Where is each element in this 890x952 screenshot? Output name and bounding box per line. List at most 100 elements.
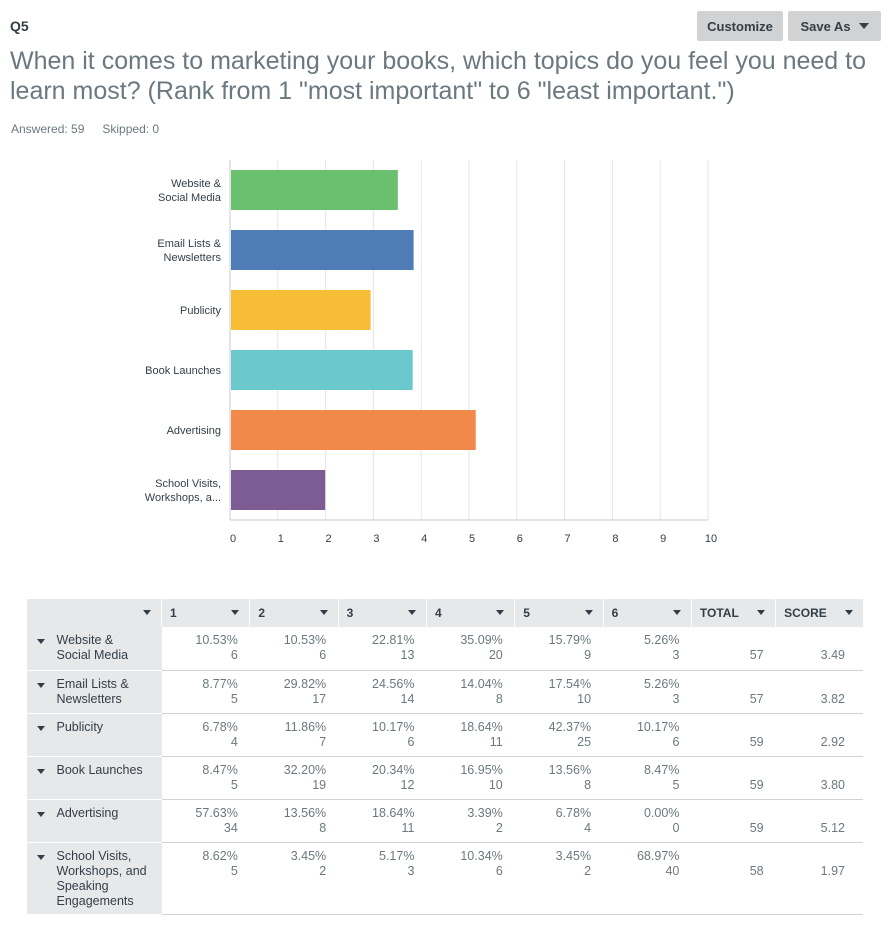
cell-percent: 5.17%	[379, 848, 415, 863]
row-header[interactable]: Book Launches	[26, 756, 162, 800]
row-caret-icon[interactable]	[36, 725, 45, 731]
cell-count: 0	[672, 820, 680, 835]
row-caret-icon[interactable]	[36, 768, 45, 774]
cell-percent: 15.79%	[548, 633, 592, 647]
column-header[interactable]: 5	[514, 599, 604, 627]
customize-button[interactable]: Customize	[697, 11, 783, 41]
row-header[interactable]: Email Lists & Newsletters	[26, 670, 162, 714]
table-row: Book Launches 8.47% 5 32.20% 19 20.34% 12 16.95…	[26, 756, 863, 800]
cell-percent: 10.17%	[372, 719, 415, 734]
column-header[interactable]: 1	[161, 599, 250, 627]
column-header[interactable]: TOTAL	[690, 599, 776, 627]
save-as-button[interactable]: Save As	[788, 11, 881, 41]
sort-caret-icon[interactable]	[143, 610, 152, 615]
sort-caret-icon[interactable]	[584, 610, 593, 615]
cell-percent: 57.63%	[195, 805, 238, 820]
row-label: Email Lists & Newsletters	[56, 676, 129, 706]
bar	[231, 350, 413, 390]
column-header[interactable]: 6	[602, 599, 692, 627]
row-caret-icon[interactable]	[36, 854, 45, 860]
sort-caret-icon[interactable]	[407, 610, 416, 615]
column-header[interactable]: 2	[249, 599, 339, 627]
table-cell: 8.47% 5	[161, 756, 250, 800]
cell-count: 2	[495, 820, 503, 835]
row-label: Advertising	[56, 805, 119, 820]
table-cell: 11.86% 7	[249, 713, 339, 757]
column-header-label: TOTAL	[699, 606, 739, 620]
row-header[interactable]: School Visits, Workshops, and Speaking E…	[26, 842, 162, 915]
total-cell: 57	[691, 627, 776, 671]
table-cell: 5.17% 3	[338, 842, 427, 915]
cell-count: 34	[223, 820, 238, 835]
bar	[231, 290, 371, 330]
score-cell: 1.97	[775, 842, 863, 915]
x-tick-label: 0	[230, 533, 236, 545]
x-tick-label: 4	[421, 533, 427, 545]
category-label: Book Launches	[145, 365, 221, 377]
sort-caret-icon[interactable]	[319, 610, 328, 615]
cell-count: 17	[312, 691, 327, 706]
x-tick-label: 5	[469, 533, 475, 545]
table-cell: 6.78% 4	[514, 799, 604, 843]
cell-percent: 16.95%	[460, 762, 503, 777]
table-row: Website & Social Media 10.53% 6 10.53% 6 22.8…	[26, 627, 863, 671]
row-caret-icon[interactable]	[36, 811, 45, 817]
row-header[interactable]: Publicity	[26, 713, 162, 757]
cell-percent: 8.47%	[643, 762, 680, 777]
caret-down-icon	[858, 23, 869, 29]
bar-chart: 0 1 2 3 4 5 6 7 8 9 10 Website & Social Media Email L…	[145, 160, 717, 545]
table-cell: 6.78% 4	[161, 713, 250, 757]
row-header[interactable]: Website & Social Media	[26, 627, 162, 671]
table-cell: 8.62% 5	[161, 842, 250, 915]
score-cell: 3.80	[775, 756, 863, 800]
category-label: Advertising	[167, 425, 221, 437]
column-header-label: 2	[258, 606, 266, 620]
header-filter[interactable]	[25, 599, 162, 627]
cell-count: 10	[577, 691, 592, 706]
sort-caret-icon[interactable]	[672, 610, 681, 615]
row-caret-icon[interactable]	[36, 682, 45, 688]
cell-count: 11	[401, 820, 415, 835]
table-row: School Visits, Workshops, and Speaking E…	[26, 842, 863, 915]
cell-percent: 10.34%	[460, 848, 503, 863]
table-cell: 10.17% 6	[338, 713, 427, 757]
category-label: Website &	[171, 178, 222, 190]
sort-caret-icon[interactable]	[231, 610, 240, 615]
cell-count: 40	[665, 863, 680, 878]
cell-percent: 3.39%	[467, 805, 503, 820]
row-label: Book Launches	[56, 762, 143, 777]
cell-percent: 68.97%	[636, 848, 680, 863]
table-row: Publicity 6.78% 4 11.86% 7 10.17% 6 18.64% 11 42.…	[26, 713, 863, 757]
row-header[interactable]: Advertising	[26, 799, 162, 843]
cell-percent: 10.53%	[283, 633, 327, 647]
table-cell: 24.56% 14	[338, 670, 427, 714]
answered-count: Answered: 59	[11, 122, 85, 136]
x-tick-label: 2	[326, 533, 332, 545]
cell-count: 2	[584, 863, 592, 878]
cell-percent: 10.17%	[636, 719, 680, 734]
column-header[interactable]: SCORE	[775, 599, 863, 627]
row-caret-icon[interactable]	[36, 639, 45, 644]
cell-percent: 6.78%	[202, 719, 238, 734]
table-cell: 57.63% 34	[161, 799, 250, 843]
cell-percent: 10.53%	[195, 633, 238, 647]
results-table: 1 2 3 4 5 6 TOTAL SCORE Website & Social Media 1…	[25, 599, 863, 915]
column-header[interactable]: 3	[337, 599, 427, 627]
question-title: When it comes to marketing your books, w…	[10, 47, 867, 105]
table-row: Advertising 57.63% 34 13.56% 8 18.64% 11 3.39% 2…	[26, 799, 863, 843]
bar	[231, 470, 326, 510]
cell-count: 4	[584, 820, 592, 835]
cell-count: 3	[672, 648, 680, 662]
table-cell: 15.79% 9	[514, 627, 604, 671]
cell-count: 3	[672, 691, 680, 706]
table-cell: 5.26% 3	[603, 670, 692, 714]
column-header[interactable]: 4	[425, 599, 515, 627]
total-cell: 58	[691, 842, 776, 915]
table-header-row: 1 2 3 4 5 6 TOTAL SCORE	[25, 599, 863, 627]
sort-caret-icon[interactable]	[845, 610, 853, 615]
sort-caret-icon[interactable]	[496, 610, 505, 615]
cell-count: 3	[407, 863, 415, 878]
total-cell: 59	[691, 756, 776, 800]
sort-caret-icon[interactable]	[757, 610, 766, 615]
score-cell: 3.82	[775, 670, 863, 714]
